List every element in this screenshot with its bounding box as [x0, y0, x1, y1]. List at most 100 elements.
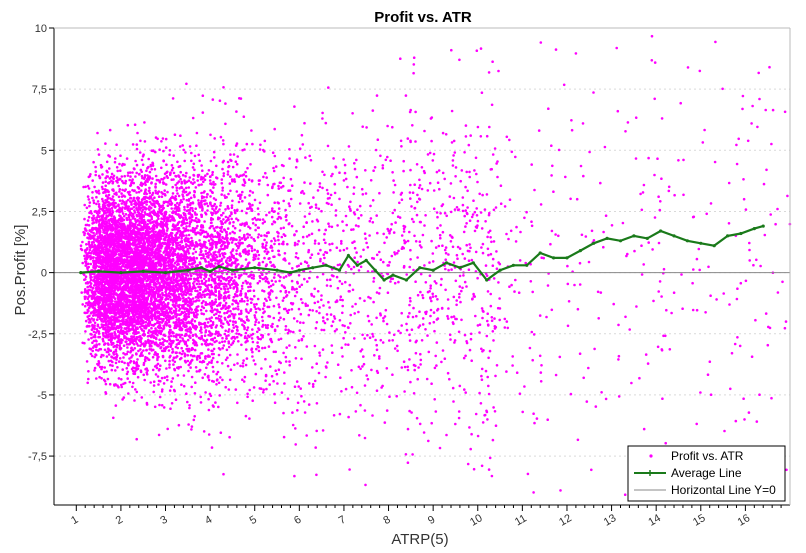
scatter-point — [168, 363, 171, 366]
scatter-point — [224, 215, 228, 219]
scatter-point — [98, 347, 101, 351]
scatter-point — [495, 267, 499, 271]
scatter-point — [751, 104, 754, 108]
scatter-point — [193, 168, 196, 172]
scatter-point — [140, 351, 143, 354]
scatter-point — [408, 230, 411, 234]
scatter-point — [178, 333, 181, 337]
scatter-point — [323, 173, 326, 177]
scatter-point — [121, 212, 125, 215]
scatter-point — [303, 121, 306, 125]
scatter-point — [308, 212, 311, 216]
scatter-point — [349, 313, 353, 317]
scatter-point — [413, 368, 417, 372]
scatter-point — [318, 306, 321, 309]
scatter-point — [453, 151, 457, 154]
scatter-point — [172, 154, 175, 157]
scatter-point — [515, 371, 519, 375]
scatter-point — [388, 395, 391, 399]
scatter-point — [223, 299, 226, 302]
scatter-point — [120, 175, 124, 178]
scatter-point — [303, 411, 307, 414]
scatter-point — [254, 372, 258, 376]
scatter-point — [98, 342, 101, 346]
scatter-point — [167, 318, 170, 322]
scatter-point — [225, 337, 228, 340]
scatter-point — [115, 143, 118, 146]
scatter-point — [441, 131, 445, 135]
scatter-point — [480, 227, 484, 230]
scatter-point — [248, 202, 252, 206]
scatter-point — [210, 446, 214, 449]
scatter-point — [188, 406, 191, 410]
scatter-point — [140, 174, 144, 178]
scatter-point — [276, 201, 280, 204]
scatter-point — [452, 196, 456, 200]
scatter-point — [265, 213, 268, 217]
scatter-point — [175, 186, 179, 189]
scatter-point — [94, 189, 98, 193]
scatter-point — [313, 287, 317, 291]
scatter-point — [227, 345, 231, 349]
scatter-point — [378, 250, 381, 254]
scatter-point — [95, 318, 99, 322]
scatter-point — [187, 186, 191, 189]
scatter-point — [766, 343, 770, 347]
scatter-point — [192, 282, 195, 285]
scatter-point — [411, 453, 414, 456]
scatter-point — [89, 282, 93, 285]
scatter-point — [277, 184, 280, 188]
scatter-point — [197, 285, 200, 289]
scatter-point — [573, 283, 576, 287]
scatter-point — [367, 295, 370, 299]
scatter-point — [416, 200, 419, 204]
scatter-point — [431, 159, 435, 162]
scatter-point — [215, 372, 218, 376]
scatter-point — [385, 367, 389, 370]
scatter-point — [399, 193, 403, 196]
scatter-point — [402, 169, 405, 173]
scatter-point — [266, 183, 270, 187]
scatter-point — [363, 232, 367, 235]
scatter-point — [246, 299, 249, 302]
scatter-point — [452, 295, 456, 299]
scatter-point — [532, 412, 535, 416]
scatter-point — [140, 327, 143, 331]
scatter-point — [428, 322, 432, 325]
scatter-point — [262, 302, 266, 305]
scatter-point — [182, 248, 185, 252]
scatter-point — [474, 314, 477, 318]
scatter-point — [342, 248, 346, 252]
scatter-point — [236, 305, 240, 308]
scatter-point — [388, 339, 391, 342]
scatter-point — [151, 308, 154, 311]
scatter-point — [133, 324, 136, 327]
scatter-point — [317, 228, 321, 232]
scatter-point — [299, 387, 303, 390]
scatter-point — [421, 293, 424, 297]
scatter-point — [428, 181, 432, 185]
scatter-point — [539, 380, 543, 383]
scatter-point — [223, 311, 226, 315]
scatter-point — [185, 198, 189, 202]
scatter-point — [162, 251, 165, 254]
scatter-point — [169, 200, 173, 203]
scatter-point — [421, 296, 425, 300]
scatter-point — [231, 341, 235, 345]
scatter-point — [578, 261, 582, 265]
scatter-point — [267, 333, 270, 336]
scatter-point — [295, 229, 298, 233]
scatter-point — [610, 224, 614, 227]
scatter-point — [187, 320, 190, 324]
scatter-point — [417, 197, 421, 201]
scatter-point — [87, 370, 90, 373]
scatter-point — [303, 181, 306, 184]
scatter-point — [122, 320, 126, 324]
scatter-point — [261, 319, 265, 323]
scatter-point — [408, 296, 412, 300]
scatter-point — [763, 233, 767, 237]
scatter-point — [463, 151, 466, 154]
scatter-point — [86, 285, 89, 289]
scatter-point — [205, 338, 209, 342]
scatter-point — [180, 333, 184, 337]
